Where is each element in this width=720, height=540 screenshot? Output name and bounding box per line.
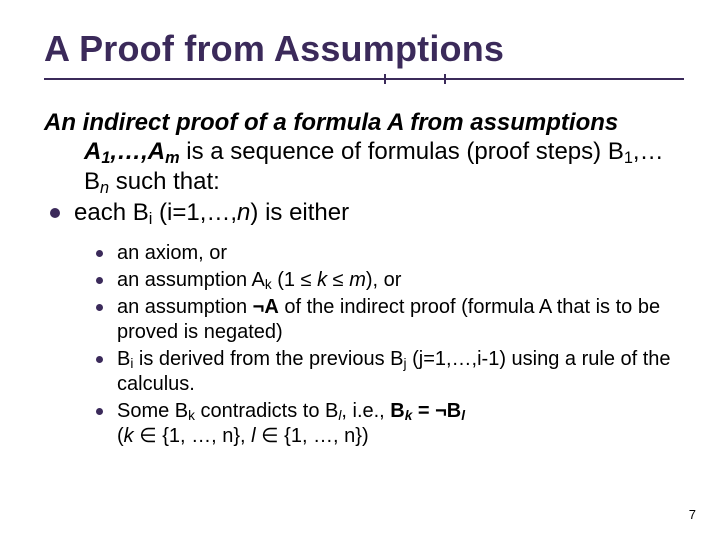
slide-title: A Proof from Assumptions [44, 28, 684, 70]
list-item: Bi is derived from the previous Bj (j=1,… [96, 347, 684, 397]
bullet-icon [96, 408, 103, 415]
list-item: an assumption ¬A of the indirect proof (… [96, 295, 684, 345]
bullet-icon [96, 356, 103, 363]
list-item: an assumption Ak (1 ≤ k ≤ m), or [96, 268, 684, 293]
sub-item-5: Some Bk contradicts to Bl, i.e., Bk = ¬B… [117, 399, 465, 449]
page-number: 7 [689, 507, 696, 522]
title-underline [44, 74, 684, 84]
sub-item-3: an assumption ¬A of the indirect proof (… [117, 295, 684, 345]
bullet-icon [50, 208, 60, 218]
bullet-icon [96, 277, 103, 284]
intro-text: An indirect proof of a formula A from as… [44, 108, 684, 196]
list-item: Some Bk contradicts to Bl, i.e., Bk = ¬B… [96, 399, 684, 449]
slide: A Proof from Assumptions An indirect pro… [0, 0, 720, 540]
bullet-icon [96, 304, 103, 311]
level2-list: an axiom, or an assumption Ak (1 ≤ k ≤ m… [96, 241, 684, 449]
sub-item-1: an axiom, or [117, 241, 227, 266]
intro-continuation: A1,…,Am is a sequence of formulas (proof… [44, 137, 684, 196]
bullet-icon [96, 250, 103, 257]
sub-item-4: Bi is derived from the previous Bj (j=1,… [117, 347, 684, 397]
sub-item-2: an assumption Ak (1 ≤ k ≤ m), or [117, 268, 401, 293]
list-item: each Bi (i=1,…,n) is either [44, 198, 684, 227]
list-item: an axiom, or [96, 241, 684, 266]
intro-lead: An indirect proof of a formula A from as… [44, 109, 618, 136]
level1-list: each Bi (i=1,…,n) is either [44, 198, 684, 227]
level1-text: each Bi (i=1,…,n) is either [74, 198, 349, 227]
